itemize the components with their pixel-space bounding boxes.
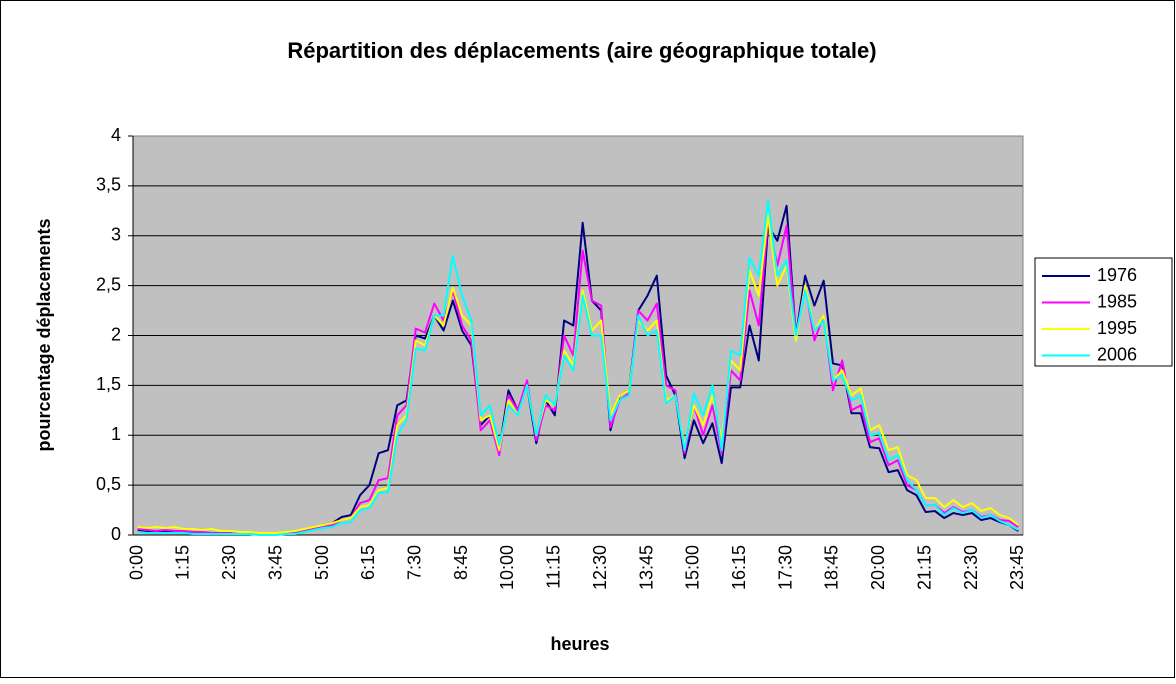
x-axis-label: heures bbox=[550, 634, 609, 654]
x-tick-label: 5:00 bbox=[312, 545, 332, 580]
y-tick-label: 4 bbox=[111, 125, 121, 145]
x-tick-label: 10:00 bbox=[497, 545, 517, 590]
y-tick-label: 1 bbox=[111, 424, 121, 444]
x-tick-label: 22:30 bbox=[961, 545, 981, 590]
x-tick-label: 0:00 bbox=[126, 545, 146, 580]
x-tick-label: 11:15 bbox=[544, 545, 564, 589]
x-tick-label: 6:15 bbox=[358, 545, 378, 580]
x-tick-label: 7:30 bbox=[405, 545, 425, 580]
y-axis-label: pourcentage déplacements bbox=[34, 218, 54, 451]
y-tick-label: 0 bbox=[111, 524, 121, 544]
chart-title: Répartition des déplacements (aire géogr… bbox=[287, 38, 876, 63]
x-tick-label: 3:45 bbox=[265, 545, 285, 580]
y-tick-label: 1,5 bbox=[96, 374, 121, 394]
x-tick-label: 16:15 bbox=[729, 545, 749, 590]
y-tick-label: 2,5 bbox=[96, 274, 121, 294]
x-tick-label: 15:00 bbox=[683, 545, 703, 590]
x-tick-label: 18:45 bbox=[822, 545, 842, 590]
series-line bbox=[137, 199, 1019, 536]
legend-label: 2006 bbox=[1097, 344, 1137, 364]
x-tick-label: 1:15 bbox=[173, 545, 193, 580]
x-tick-label: 20:00 bbox=[868, 545, 888, 590]
x-tick-label: 13:45 bbox=[636, 545, 656, 590]
x-tick-label: 21:15 bbox=[914, 545, 934, 590]
y-tick-label: 3 bbox=[111, 225, 121, 245]
legend-label: 1985 bbox=[1097, 291, 1137, 311]
x-tick-label: 12:30 bbox=[590, 545, 610, 590]
x-tick-label: 8:45 bbox=[451, 545, 471, 580]
y-tick-label: 0,5 bbox=[96, 474, 121, 494]
y-tick-label: 2 bbox=[111, 324, 121, 344]
legend-box bbox=[1034, 257, 1173, 367]
x-tick-label: 17:30 bbox=[775, 545, 795, 590]
legend-label: 1976 bbox=[1097, 265, 1137, 285]
x-tick-label: 23:45 bbox=[1007, 545, 1027, 590]
legend-label: 1995 bbox=[1097, 318, 1137, 338]
y-tick-label: 3,5 bbox=[96, 175, 121, 195]
x-tick-label: 2:30 bbox=[219, 545, 239, 580]
